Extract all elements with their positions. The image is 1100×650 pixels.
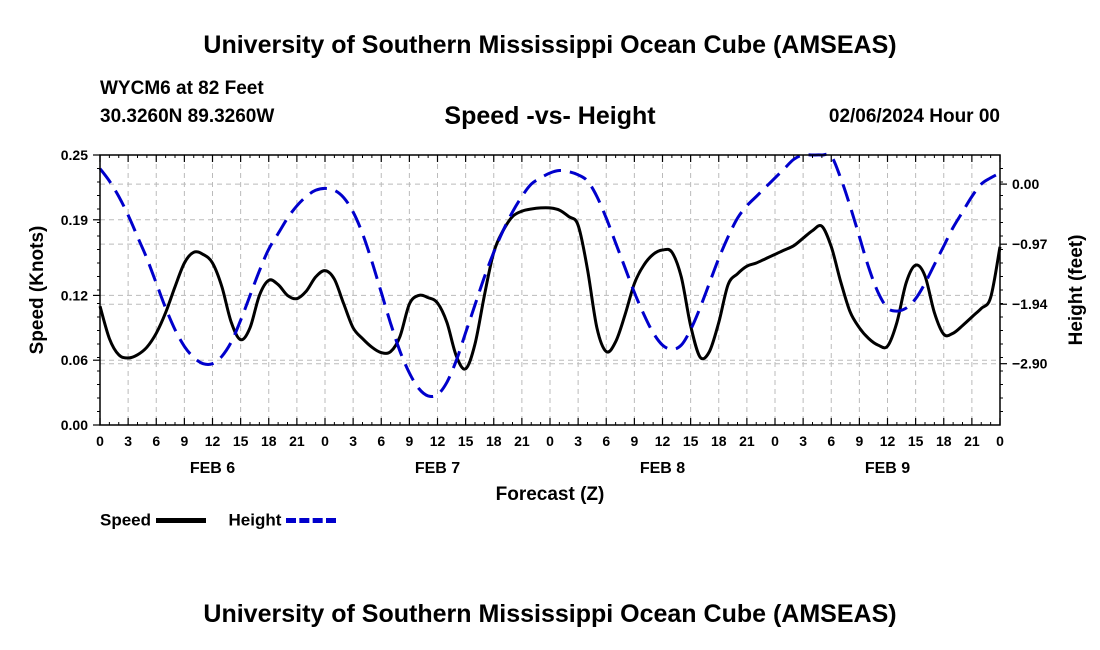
x-tick-label: 12	[880, 433, 896, 449]
chart-subtitle: Speed -vs- Height	[444, 102, 656, 130]
x-tick-label: 18	[711, 433, 727, 449]
x-tick-label: 0	[321, 433, 329, 449]
bottom-title: University of Southern Mississippi Ocean…	[203, 600, 897, 628]
x-tick-label: 18	[486, 433, 502, 449]
x-tick-label: 9	[180, 433, 188, 449]
x-tick-label: 6	[827, 433, 835, 449]
x-tick-label: 18	[936, 433, 952, 449]
day-label: FEB 6	[190, 460, 235, 477]
x-tick-label: 15	[908, 433, 924, 449]
coordinates-label: 30.3260N 89.3260W	[100, 106, 275, 127]
y-left-tick-label: 0.00	[61, 417, 88, 433]
legend-speed-label: Speed	[100, 510, 152, 530]
x-tick-label: 21	[514, 433, 530, 449]
station-label: WYCM6 at 82 Feet	[100, 78, 264, 99]
legend-height-swatch	[286, 518, 337, 524]
x-tick-label: 21	[289, 433, 305, 449]
x-tick-label: 21	[964, 433, 980, 449]
x-tick-label: 9	[630, 433, 638, 449]
x-tick-label: 0	[771, 433, 779, 449]
forecast-datetime: 02/06/2024 Hour 00	[828, 106, 1000, 127]
y-right-tick-label: 0.00	[1012, 176, 1039, 192]
height-series-line	[98, 152, 1001, 399]
x-tick-label: 0	[96, 433, 104, 449]
x-tick-label: 3	[799, 433, 807, 449]
y-right-tick-label: −2.90	[1012, 356, 1048, 372]
x-tick-label: 0	[546, 433, 554, 449]
x-axis-title: Forecast (Z)	[496, 484, 605, 505]
legend: Speed Height	[100, 510, 354, 531]
axis-labels: 0 3 6 9 12 15 18 21 0 3 6 9 12 15 18 21 0 3 6 9 12 15 18 21 0 3 6 9…	[61, 147, 1048, 477]
x-tick-label: 21	[739, 433, 755, 449]
x-tick-label: 3	[124, 433, 132, 449]
x-tick-label: 12	[655, 433, 671, 449]
legend-speed-swatch	[155, 518, 206, 524]
x-tick-label: 9	[855, 433, 863, 449]
x-tick-label: 15	[458, 433, 474, 449]
y-right-tick-label: −1.94	[1012, 296, 1048, 312]
grid-lines	[100, 155, 1000, 425]
speed-series-line	[98, 206, 1002, 371]
day-label: FEB 9	[865, 460, 910, 477]
x-tick-label: 6	[602, 433, 610, 449]
y-left-tick-label: 0.25	[61, 147, 88, 163]
y-axis-title-left: Speed (Knots)	[27, 226, 48, 355]
x-tick-label: 6	[152, 433, 160, 449]
x-tick-label: 18	[261, 433, 277, 449]
axis-ticks	[93, 154, 1007, 426]
x-tick-label: 0	[996, 433, 1004, 449]
x-tick-label: 9	[405, 433, 413, 449]
x-tick-label: 6	[377, 433, 385, 449]
x-tick-label: 12	[430, 433, 446, 449]
y-axis-title-right: Height (feet)	[1066, 235, 1087, 346]
y-right-tick-label: −0.97	[1012, 236, 1048, 252]
x-tick-label: 3	[574, 433, 582, 449]
y-left-tick-label: 0.19	[61, 212, 88, 228]
y-left-tick-label: 0.12	[61, 287, 88, 303]
day-label: FEB 8	[640, 460, 685, 477]
x-tick-label: 15	[683, 433, 699, 449]
top-title: University of Southern Mississippi Ocean…	[203, 31, 897, 59]
day-label: FEB 7	[415, 460, 460, 477]
y-left-tick-label: 0.06	[61, 352, 88, 368]
x-tick-label: 3	[349, 433, 357, 449]
legend-height-label: Height	[228, 510, 282, 530]
series-lines	[98, 152, 1002, 399]
x-tick-label: 15	[233, 433, 249, 449]
x-tick-label: 12	[205, 433, 221, 449]
